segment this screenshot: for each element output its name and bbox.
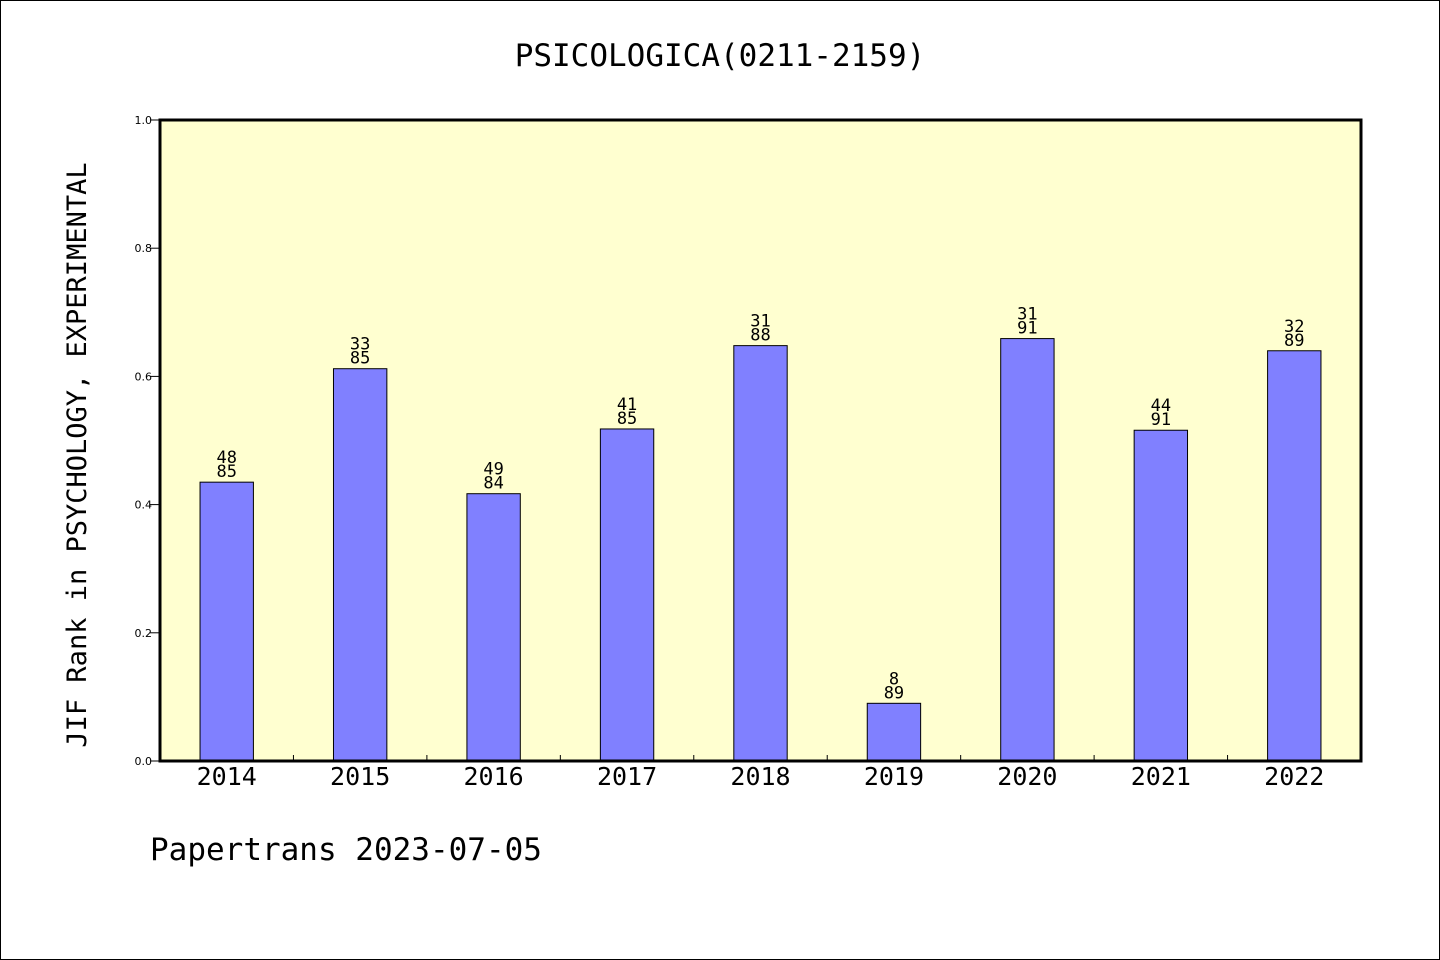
bar-2015[interactable]: [332, 368, 388, 762]
y-axis-ticks: 0.0 0.2 0.4 0.6 0.8 1.0: [135, 114, 160, 768]
x-tick-label-2015: 2015: [330, 762, 390, 791]
x-tick-label-2020: 2020: [997, 762, 1057, 791]
x-tick-label-2017: 2017: [597, 762, 657, 791]
bar-label-rank-2020: 31: [1017, 305, 1037, 325]
x-tick-label-2022: 2022: [1264, 762, 1324, 791]
bar-label-total-2022: 89: [1284, 331, 1304, 351]
y-tick-label: 0.4: [135, 499, 153, 512]
bar-2022[interactable]: [1267, 350, 1322, 762]
bar-label-rank-2019: 8: [889, 669, 899, 689]
x-axis-ticks: 2014 2015 2016 2017 2018 2019 2020 2021 2022: [197, 755, 1324, 791]
bar-2016[interactable]: [466, 493, 521, 762]
y-tick-label: 1.0: [135, 114, 153, 127]
bar-label-total-2016: 84: [483, 474, 503, 494]
y-tick-label: 0.8: [135, 242, 153, 255]
bar-2014[interactable]: [199, 481, 254, 762]
plot-border: [158, 118, 1363, 763]
bar-label-total-2020: 91: [1017, 319, 1037, 339]
bar-2020[interactable]: [1000, 338, 1055, 762]
bar-label-rank-2021: 44: [1151, 396, 1171, 416]
y-tick-label: 0.6: [135, 370, 153, 383]
bar-2018[interactable]: [733, 345, 788, 762]
bar-label-rank-2014: 48: [216, 448, 236, 468]
x-tick-label-2018: 2018: [730, 762, 790, 791]
footer-credit: Papertrans 2023-07-05: [150, 832, 542, 868]
bar-label-rank-2016: 49: [483, 460, 503, 480]
bar-label-rank-2017: 41: [617, 395, 637, 415]
bar-2021[interactable]: [1133, 429, 1189, 762]
bar-label-total-2021: 91: [1151, 410, 1171, 430]
bar-label-rank-2022: 32: [1284, 317, 1304, 337]
bar-label-total-2019: 89: [884, 683, 904, 703]
y-axis-label: JIF Rank in PSYCHOLOGY, EXPERIMENTAL: [62, 162, 93, 747]
bar-label-rank-2018: 31: [750, 312, 770, 332]
bars-group: [199, 338, 1322, 762]
x-tick-label-2016: 2016: [464, 762, 524, 791]
bar-label-total-2014: 85: [216, 462, 236, 482]
y-tick-label: 0.2: [135, 627, 153, 640]
bar-2017[interactable]: [599, 428, 655, 762]
x-tick-label-2014: 2014: [197, 762, 257, 791]
bar-2019[interactable]: [866, 702, 922, 762]
y-tick-label: 0.0: [135, 755, 153, 768]
bar-label-total-2017: 85: [617, 409, 637, 429]
chart-title: PSICOLOGICA(0211-2159): [515, 38, 926, 74]
bar-label-total-2015: 85: [350, 349, 370, 369]
bar-label-total-2018: 88: [750, 326, 770, 346]
x-tick-label-2021: 2021: [1131, 762, 1191, 791]
bar-label-rank-2015: 33: [350, 335, 370, 355]
x-tick-label-2019: 2019: [864, 762, 924, 791]
